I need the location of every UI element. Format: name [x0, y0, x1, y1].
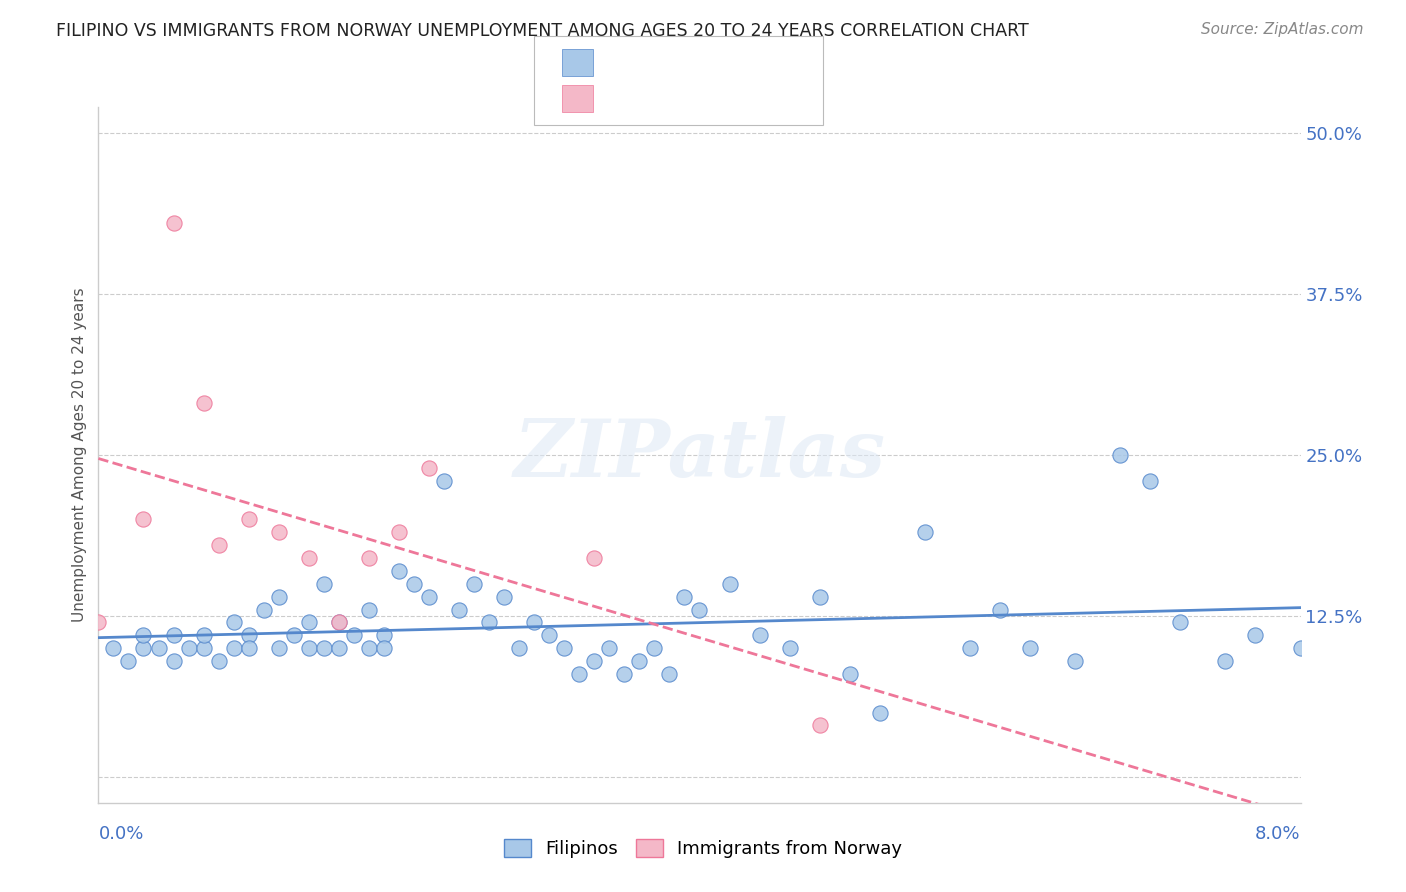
Point: [869, 706, 891, 720]
Text: N =: N =: [686, 54, 734, 71]
Point: [508, 641, 530, 656]
Point: [193, 641, 215, 656]
Point: [1019, 641, 1042, 656]
Point: [523, 615, 546, 630]
Point: [208, 538, 231, 552]
Point: [494, 590, 516, 604]
Text: ZIPatlas: ZIPatlas: [513, 417, 886, 493]
Point: [418, 590, 440, 604]
Point: [463, 576, 485, 591]
Point: [222, 615, 245, 630]
Point: [132, 641, 155, 656]
Point: [388, 525, 411, 540]
Point: [1109, 448, 1132, 462]
Point: [312, 641, 335, 656]
Text: 14: 14: [724, 89, 747, 107]
Point: [373, 641, 395, 656]
Point: [1168, 615, 1191, 630]
Text: R =: R =: [605, 89, 641, 107]
Point: [988, 602, 1011, 616]
Legend: Filipinos, Immigrants from Norway: Filipinos, Immigrants from Norway: [496, 831, 910, 865]
Point: [103, 641, 125, 656]
Point: [267, 641, 290, 656]
Point: [478, 615, 501, 630]
Point: [162, 654, 184, 668]
Point: [193, 396, 215, 410]
Text: Source: ZipAtlas.com: Source: ZipAtlas.com: [1201, 22, 1364, 37]
Point: [148, 641, 170, 656]
Point: [238, 628, 260, 642]
Point: [343, 628, 366, 642]
Point: [162, 628, 184, 642]
Point: [959, 641, 981, 656]
Point: [328, 615, 350, 630]
Point: [447, 602, 470, 616]
Point: [1139, 474, 1161, 488]
Point: [162, 216, 184, 230]
Point: [283, 628, 305, 642]
Point: [568, 667, 591, 681]
Point: [598, 641, 620, 656]
Point: [388, 564, 411, 578]
Point: [193, 628, 215, 642]
Point: [779, 641, 801, 656]
Point: [238, 512, 260, 526]
Point: [613, 667, 636, 681]
Point: [718, 576, 741, 591]
Point: [177, 641, 200, 656]
Point: [357, 602, 380, 616]
Point: [267, 590, 290, 604]
Point: [673, 590, 696, 604]
Point: [298, 641, 321, 656]
Point: [914, 525, 936, 540]
Point: [643, 641, 665, 656]
Text: 8.0%: 8.0%: [1256, 825, 1301, 843]
Point: [132, 628, 155, 642]
Point: [538, 628, 561, 642]
Point: [402, 576, 425, 591]
Point: [583, 654, 606, 668]
Point: [808, 590, 831, 604]
Point: [312, 576, 335, 591]
Point: [628, 654, 651, 668]
Point: [357, 551, 380, 566]
Y-axis label: Unemployment Among Ages 20 to 24 years: Unemployment Among Ages 20 to 24 years: [72, 287, 87, 623]
Text: FILIPINO VS IMMIGRANTS FROM NORWAY UNEMPLOYMENT AMONG AGES 20 TO 24 YEARS CORREL: FILIPINO VS IMMIGRANTS FROM NORWAY UNEMP…: [56, 22, 1029, 40]
Point: [117, 654, 139, 668]
Point: [87, 615, 110, 630]
Point: [208, 654, 231, 668]
Point: [433, 474, 456, 488]
Point: [328, 615, 350, 630]
Point: [688, 602, 710, 616]
Point: [1289, 641, 1312, 656]
Text: 0.013: 0.013: [636, 89, 688, 107]
Text: 0.165: 0.165: [636, 54, 688, 71]
Point: [328, 641, 350, 656]
Point: [373, 628, 395, 642]
Point: [222, 641, 245, 656]
Point: [583, 551, 606, 566]
Point: [658, 667, 681, 681]
Point: [1215, 654, 1237, 668]
Point: [298, 551, 321, 566]
Point: [132, 512, 155, 526]
Point: [748, 628, 770, 642]
Point: [357, 641, 380, 656]
Point: [238, 641, 260, 656]
Text: 68: 68: [724, 54, 747, 71]
Text: R =: R =: [605, 54, 641, 71]
Point: [253, 602, 276, 616]
Text: N =: N =: [686, 89, 734, 107]
Point: [1064, 654, 1087, 668]
Point: [553, 641, 575, 656]
Text: 0.0%: 0.0%: [98, 825, 143, 843]
Point: [267, 525, 290, 540]
Point: [1244, 628, 1267, 642]
Point: [298, 615, 321, 630]
Point: [808, 718, 831, 732]
Point: [418, 460, 440, 475]
Point: [838, 667, 860, 681]
